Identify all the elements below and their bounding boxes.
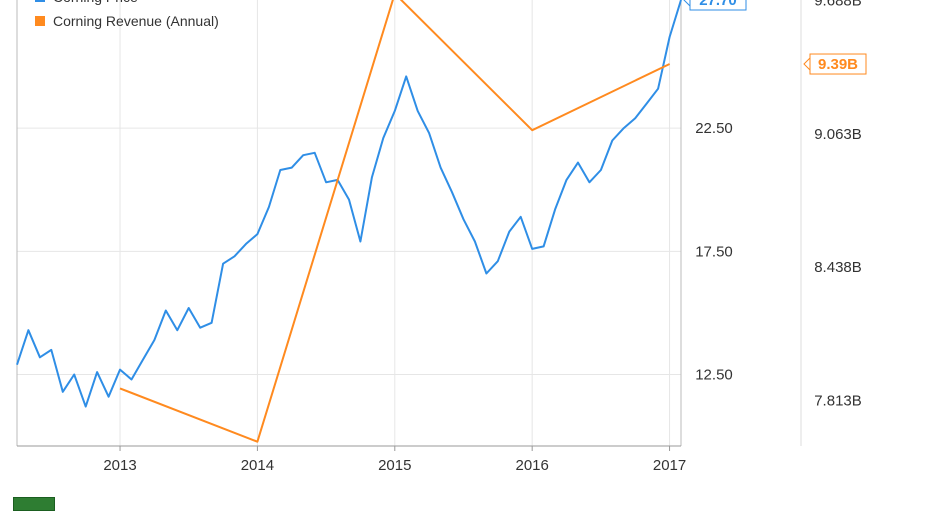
last-value-label-corning-revenue-annual: 9.39B: [818, 56, 858, 73]
x-tick-label: 2014: [241, 457, 274, 474]
left-tick-label: 17.50: [695, 243, 733, 260]
right-tick-label: 8.438B: [814, 259, 862, 276]
grid-lines: [17, 0, 681, 446]
flag-pointer: [683, 0, 691, 8]
legend: Corning Price Corning Revenue (Annual): [35, 0, 219, 29]
legend-label: Corning Price: [53, 0, 138, 5]
last-value-flags: 27.70 9.39B: [683, 0, 867, 75]
right-axis: 7.813B 8.438B 9.063B 9.688B: [814, 0, 862, 410]
flag-box: [809, 53, 867, 75]
legend-swatch: [35, 16, 45, 26]
legend-swatch: [35, 0, 45, 2]
x-tick-label: 2013: [103, 457, 136, 474]
x-tick-label: 2015: [378, 457, 411, 474]
right-tick-label: 9.688B: [814, 0, 862, 9]
x-axis: 2013 2014 2015 2016 2017: [103, 446, 686, 474]
left-tick-label: 22.50: [695, 120, 733, 137]
left-tick-label: 12.50: [695, 367, 733, 384]
legend-label: Corning Revenue (Annual): [53, 13, 219, 29]
right-tick-label: 9.063B: [814, 126, 862, 143]
brand-logo: [13, 497, 55, 511]
x-tick-label: 2016: [515, 457, 548, 474]
x-tick-label: 2017: [653, 457, 686, 474]
last-value-label-corning-price: 27.70: [699, 0, 737, 9]
left-axis: 12.50 17.50 22.50: [695, 120, 733, 383]
flag-pointer: [803, 56, 811, 72]
right-tick-label: 7.813B: [814, 393, 862, 410]
series-line-corning-revenue-annual: [119, 0, 671, 443]
series-line-corning-price: [16, 0, 682, 408]
flag-box: [689, 0, 747, 11]
series-group: [16, 0, 682, 443]
